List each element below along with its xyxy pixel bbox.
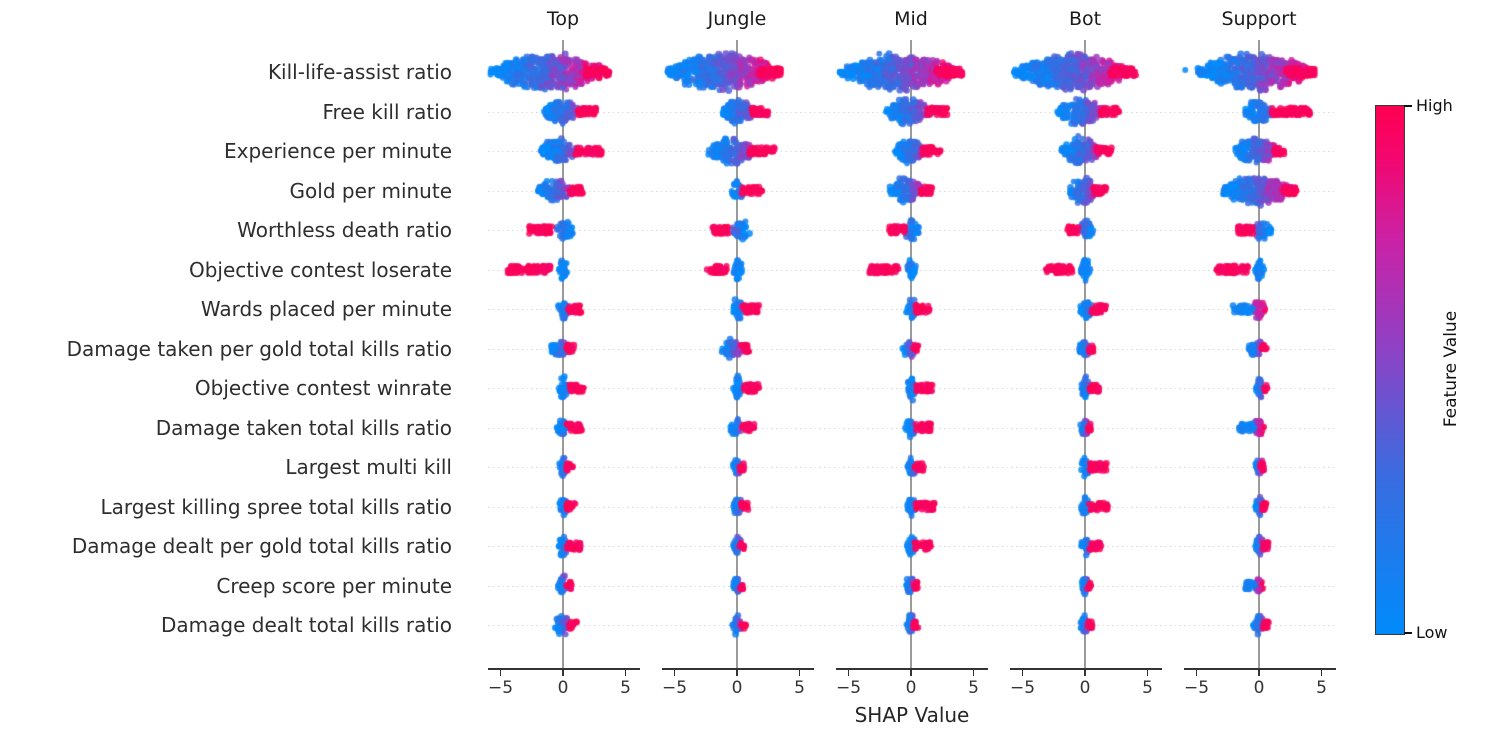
feature-label: Objective contest winrate: [194, 376, 452, 400]
row-gridline: [488, 111, 1336, 113]
row-gridline: [488, 151, 1336, 152]
zero-line: [1258, 40, 1260, 668]
x-tick-label: −5: [661, 678, 688, 698]
feature-label: Objective contest loserate: [188, 257, 452, 282]
x-tick-label: 0: [1079, 678, 1091, 698]
x-axis-line: [662, 668, 814, 670]
x-tick-label: −5: [1009, 678, 1036, 698]
zero-line: [910, 40, 912, 668]
row-gridline: [488, 309, 1336, 310]
x-tick-mark: [1258, 670, 1260, 676]
x-tick-mark: [1146, 670, 1149, 676]
row-gridline: [488, 467, 1336, 468]
x-axis-line: [1184, 668, 1336, 670]
row-gridline: [488, 585, 1336, 587]
panel-title: Bot: [1068, 8, 1102, 30]
x-tick-label: 0: [731, 678, 743, 698]
x-tick-mark: [1084, 670, 1086, 676]
x-tick-label: 5: [1142, 678, 1153, 698]
feature-label: Gold per minute: [289, 178, 452, 203]
x-tick-mark: [1021, 670, 1024, 676]
row-gridline: [488, 427, 1336, 429]
panel-title: Support: [1221, 8, 1297, 30]
feature-label: Worthless death ratio: [237, 218, 452, 242]
x-tick-label: 5: [1316, 678, 1327, 698]
row-gridline: [488, 506, 1336, 508]
x-axis-line: [836, 668, 988, 670]
row-gridline: [488, 388, 1336, 389]
colorbar-low-label: Low: [1416, 623, 1448, 642]
panel-title: Jungle: [707, 8, 767, 30]
feature-label: Damage dealt per gold total kills ratio: [71, 534, 452, 558]
feature-label: Damage taken total kills ratio: [155, 415, 452, 440]
x-tick-label: −5: [1183, 678, 1210, 698]
feature-label: Creep score per minute: [216, 573, 452, 598]
row-gridline: [488, 230, 1336, 231]
x-tick-mark: [673, 670, 676, 676]
row-gridline: [488, 625, 1336, 626]
panel-title: Mid: [894, 8, 928, 30]
feature-label: Experience per minute: [223, 139, 452, 163]
x-tick-label: 0: [557, 678, 569, 698]
x-tick-mark: [562, 670, 564, 676]
zero-line: [1084, 40, 1086, 668]
x-axis-line: [488, 668, 640, 670]
x-tick-mark: [1320, 670, 1323, 676]
x-axis-title: SHAP Value: [854, 703, 970, 727]
row-gridline: [488, 190, 1336, 192]
row-gridline: [488, 546, 1336, 547]
x-tick-mark: [972, 670, 975, 676]
feature-label: Kill-life-assist ratio: [267, 60, 452, 84]
zero-line: [562, 40, 564, 668]
row-gridline: [488, 348, 1336, 350]
x-tick-mark: [798, 670, 801, 676]
x-tick-label: 0: [905, 678, 917, 698]
x-tick-mark: [624, 670, 627, 676]
x-tick-label: −5: [835, 678, 862, 698]
colorbar-title: Feature Value: [1441, 310, 1461, 428]
feature-label: Wards placed per minute: [200, 297, 452, 321]
row-gridline: [488, 269, 1336, 271]
x-tick-label: 5: [968, 678, 979, 698]
feature-label: Largest killing spree total kills ratio: [100, 494, 452, 519]
x-tick-mark: [736, 670, 738, 676]
x-tick-mark: [499, 670, 502, 676]
colorbar: [1375, 105, 1405, 635]
x-tick-mark: [910, 670, 912, 676]
colorbar-high-tick: [1404, 105, 1412, 107]
zero-line: [736, 40, 738, 668]
x-tick-mark: [847, 670, 850, 676]
x-tick-mark: [1195, 670, 1198, 676]
x-tick-label: 5: [794, 678, 805, 698]
panel-title: Top: [546, 8, 580, 30]
feature-label: Damage taken per gold total kills ratio: [66, 336, 452, 361]
x-tick-label: −5: [487, 678, 514, 698]
x-axis-line: [1010, 668, 1162, 670]
feature-label: Free kill ratio: [322, 99, 452, 124]
x-tick-label: 5: [620, 678, 631, 698]
feature-label: Damage dealt total kills ratio: [161, 613, 452, 637]
colorbar-low-tick: [1404, 632, 1412, 634]
x-tick-label: 0: [1253, 678, 1265, 698]
colorbar-high-label: High: [1416, 96, 1453, 115]
feature-label: Largest multi kill: [285, 455, 452, 479]
